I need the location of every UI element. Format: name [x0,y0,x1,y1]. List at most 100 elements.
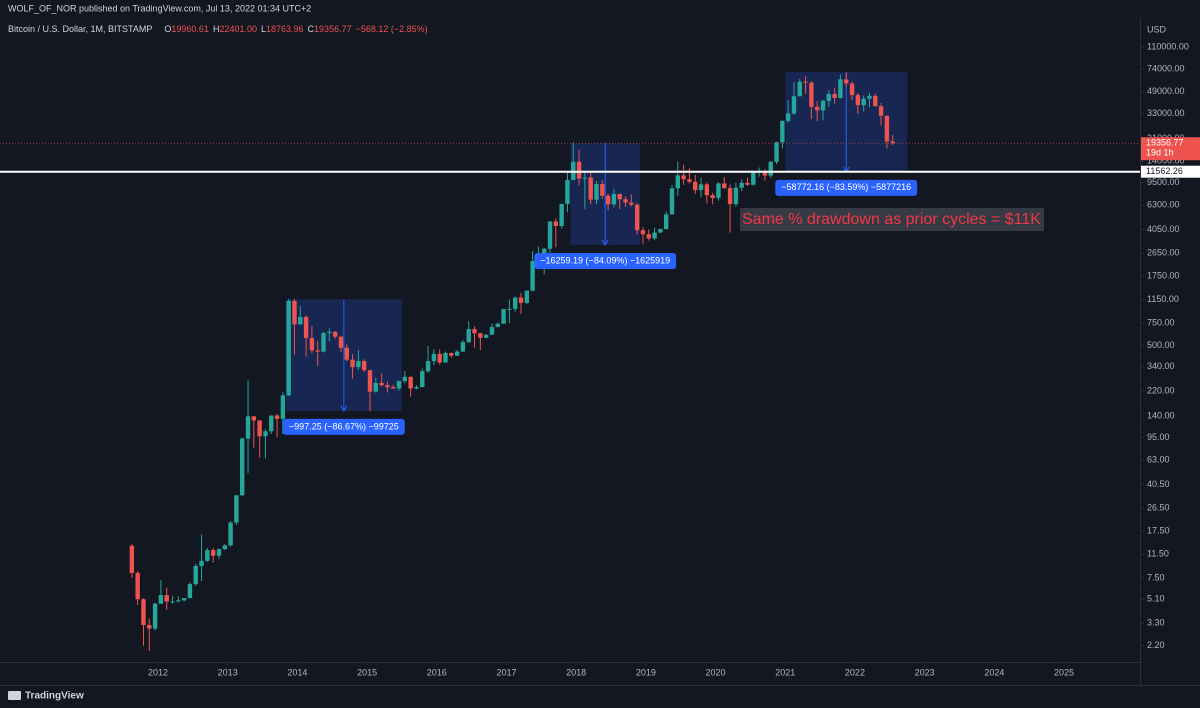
x-tick-label: 2015 [357,667,377,677]
candle-body [576,161,582,179]
x-tick-label: 2024 [984,667,1004,677]
candle-body [832,93,837,98]
candle-body [582,177,588,179]
candle-body [524,290,530,303]
candle-body [629,202,634,205]
logo [8,691,21,700]
candle-body [884,115,890,142]
measure-arrowhead [340,405,348,412]
candle-body [681,175,686,180]
y-tick-label: 26.50 [1147,502,1170,512]
candle-body [187,584,193,599]
hline-label: 11562.26 [1146,166,1183,176]
candle-body [234,495,239,523]
y-tick-label: 750.00 [1147,317,1175,327]
y-tick-label: 40.50 [1147,479,1170,489]
candle-body [361,360,367,371]
annotation-bg [740,208,1044,231]
candle-body [263,431,268,437]
plot-area [0,71,1140,652]
candle-body [716,183,721,198]
candle-body [518,297,524,303]
candle-body [733,187,739,205]
x-tick-label: 2020 [706,667,726,677]
candle-body [350,359,355,368]
price-countdown: 19d 1h [1146,148,1174,158]
y-tick-label: 5.10 [1147,594,1165,604]
candle-body [193,565,198,585]
candle-body [466,329,471,343]
candle-body [640,230,646,235]
candle-body [809,82,814,107]
candle-body [391,387,396,389]
ohlc-key: L [261,24,266,34]
x-tick-label: 2017 [496,667,516,677]
candle-body [298,316,303,325]
ohlc-value: 18763.96 [266,24,304,34]
candle-body [489,327,495,335]
candle-body [675,175,681,189]
candle-body [332,331,338,337]
y-tick-label: 14000.00 [1147,156,1185,166]
y-tick-label: 2.20 [1147,640,1165,650]
measure-label-bg [282,418,405,435]
candle-body [588,177,593,200]
candle-body [176,600,181,602]
candle-body [722,183,727,189]
price-label: 19356.77 [1146,138,1184,148]
candle-body [855,95,861,106]
candle-body [321,332,326,352]
candle-body [269,415,274,432]
candle-body [873,95,878,107]
candle-body [303,316,309,338]
y-tick-label: 500.00 [1147,340,1175,350]
candle-body [785,113,791,121]
y-tick-label: 49000.00 [1147,86,1185,96]
candle-body [251,416,257,421]
measure-label-bg [775,179,918,196]
y-tick-label: 1150.00 [1147,294,1179,304]
x-tick-label: 2013 [218,667,238,677]
candle-body [559,203,564,226]
candle-body [791,96,797,114]
x-tick-label: 2022 [845,667,865,677]
measure-label: −58772.16 (−83.59%) −5877216 [781,182,911,192]
y-tick-label: 95.00 [1147,432,1170,442]
candle-body [327,331,332,333]
candle-body [849,83,855,96]
candle-body [867,95,872,99]
candle-body [454,351,460,356]
axes: Bitcoin / U.S. Dollar, 1M, BITSTAMP O1996… [8,24,1200,677]
candle-body [309,337,315,351]
candle-body [507,308,512,310]
candle-body [379,382,384,386]
y-tick-label: 63.00 [1147,454,1170,464]
x-tick-label: 2023 [915,667,935,677]
candle-body [135,572,140,600]
y-tick-label: 7.50 [1147,572,1165,582]
candle-body [530,261,535,291]
candle-body [617,193,622,200]
candle-body [751,172,756,185]
candle-body [449,352,454,356]
candle-body [280,395,286,419]
candle-body [437,353,442,363]
candle-body [512,297,518,309]
y-tick-label: 220.00 [1147,385,1175,395]
candle-body [611,193,617,205]
candle-body [181,598,187,601]
x-tick-label: 2019 [636,667,656,677]
candle-body [210,550,216,556]
ohlc-key: H [213,24,220,34]
y-tick-label: 110000.00 [1147,41,1189,51]
candle-body [780,120,785,143]
candle-body [745,182,750,185]
candle-body [797,81,802,97]
candle-body [814,106,820,111]
symbol-title: Bitcoin / U.S. Dollar, 1M, BITSTAMP [8,24,152,34]
candle-body [443,352,448,363]
candle-body [245,416,251,439]
candle-body [373,382,378,392]
candle-body [861,98,866,106]
candle-body [158,595,164,604]
